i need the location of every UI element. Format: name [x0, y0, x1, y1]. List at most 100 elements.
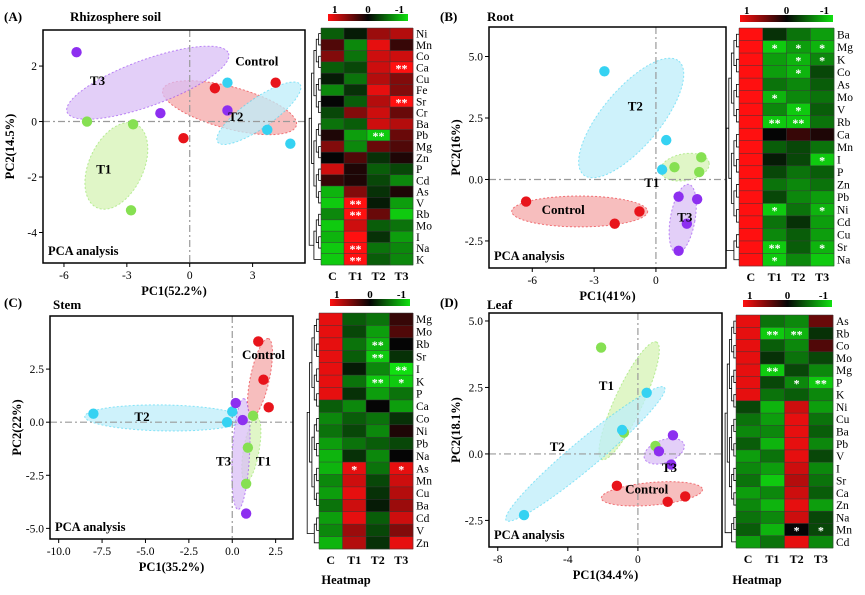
- row-label: V: [416, 198, 425, 210]
- y-tick-label: 0: [31, 117, 37, 129]
- point-t1: [127, 119, 139, 130]
- dendrogram-branch: [729, 437, 732, 488]
- dendrogram-branch: [315, 219, 319, 243]
- row-label: Mg: [836, 365, 852, 377]
- row-label: Mg: [837, 42, 853, 54]
- heatmap-cell: [808, 376, 834, 389]
- heatmap-cell: [321, 140, 345, 153]
- x-tick-label: -6: [527, 275, 537, 287]
- heatmap-cell: [366, 337, 390, 351]
- heatmap-cell: [786, 203, 811, 217]
- heatmap-cell: [810, 90, 835, 104]
- heatmap-cell: [786, 190, 811, 204]
- heatmap-cell: [784, 462, 810, 475]
- heatmap-cell: [367, 197, 391, 209]
- heatmap-cell: [344, 118, 368, 130]
- row-label: Mn: [416, 40, 432, 52]
- dendrogram-branch: [313, 230, 321, 260]
- y-tick-label: 0.0: [469, 174, 484, 186]
- heatmap-cell: [389, 462, 414, 475]
- heatmap-cell: [810, 240, 835, 254]
- heatmap-cell: [808, 523, 834, 537]
- x-axis-label: PC1(41%): [579, 289, 635, 303]
- heatmap-cell: [810, 178, 835, 192]
- row-label: As: [416, 187, 429, 199]
- group-label: Control: [235, 54, 278, 69]
- heatmap-cell: [390, 28, 414, 40]
- heatmap-cell: [760, 315, 785, 328]
- row-label: Mo: [837, 92, 853, 104]
- dendrogram-branch: [733, 443, 736, 457]
- significance-mark: **: [769, 241, 781, 255]
- point-t3: [230, 397, 241, 409]
- ellipse-t1: [84, 122, 149, 210]
- heatmap-cell: [344, 73, 368, 85]
- heatmap-cell: [389, 424, 414, 438]
- heatmap-cell: [319, 375, 343, 388]
- heatmap-cell: [319, 462, 343, 475]
- significance-mark: **: [766, 364, 778, 378]
- heatmap-cell: [390, 61, 414, 74]
- heatmap-cell: [784, 498, 810, 512]
- group-label: T2: [628, 99, 643, 114]
- heatmap-cell: [389, 511, 414, 525]
- dendrogram-branch: [730, 152, 734, 204]
- heatmap-cell: [390, 118, 414, 130]
- heatmap-cell: [810, 203, 835, 217]
- heatmap-cell: [736, 413, 761, 426]
- heatmap-cell: [762, 178, 787, 192]
- heatmap-cell: [760, 498, 785, 512]
- row-label: Ni: [837, 205, 849, 217]
- dendrogram-branch: [733, 418, 736, 432]
- row-label: Cd: [837, 217, 851, 229]
- heatmap-cell: [760, 449, 785, 463]
- heatmap-cell: [762, 203, 787, 217]
- y-axis-label: PC2(22%): [10, 399, 24, 455]
- significance-mark: **: [815, 376, 827, 390]
- colorbar-label: -1: [820, 5, 829, 17]
- heatmap-cell: [342, 387, 367, 401]
- heatmap-panel: 1 0 -1******** ** *MgMoRbSrIKPCaCoNiPbNaAsMn…: [306, 289, 432, 587]
- heatmap-panel: 1 0 -1**************NiMnCoCaCuFeSrCrBaPbMg…: [308, 4, 432, 283]
- row-label: Cu: [416, 74, 430, 86]
- heatmap-cell: [736, 388, 761, 402]
- y-axis-label: PC2(16%): [449, 119, 463, 175]
- heatmap-cell: [786, 215, 811, 229]
- row-label: Na: [837, 255, 850, 267]
- heatmap-cell: [367, 61, 391, 74]
- heatmap-cell: [762, 215, 787, 229]
- x-axis-label: PC1(35.2%): [139, 560, 205, 574]
- row-label: Pb: [836, 439, 848, 451]
- dendrogram-branch: [315, 84, 319, 108]
- heatmap-cell: [344, 61, 368, 74]
- row-label: I: [836, 463, 840, 475]
- x-tick-label: 0: [187, 270, 193, 282]
- heatmap-cell: [390, 73, 414, 85]
- column-label: T2: [371, 269, 385, 283]
- significance-mark: **: [396, 62, 408, 76]
- y-tick-label: 2.5: [469, 113, 484, 125]
- heatmap-cell: [344, 253, 368, 266]
- heatmap-cell: [762, 253, 787, 267]
- group-label: T1: [96, 162, 111, 177]
- heatmap-cell: [390, 231, 414, 243]
- heatmap-cell: [739, 190, 764, 204]
- point-t2: [88, 408, 99, 419]
- heatmap-cell: [808, 388, 834, 402]
- colorbar: [328, 14, 408, 21]
- dendrogram-branch: [306, 411, 315, 534]
- significance-mark: **: [395, 363, 407, 377]
- heatmap-cell: [342, 462, 367, 475]
- x-axis-label: PC1(34.4%): [573, 568, 639, 582]
- x-tick-label: -3: [589, 275, 599, 287]
- heatmap-cell: [762, 228, 787, 242]
- heatmap-cell: [366, 499, 390, 513]
- heatmap-cell: [762, 78, 787, 91]
- row-label: Co: [836, 341, 850, 353]
- heatmap-cell: [321, 208, 345, 221]
- dendrogram-branch: [736, 33, 739, 48]
- colorbar-label: -1: [395, 4, 404, 16]
- heatmap-cell: [366, 437, 390, 450]
- heatmap-cell: [389, 449, 414, 463]
- point-t2: [227, 406, 238, 417]
